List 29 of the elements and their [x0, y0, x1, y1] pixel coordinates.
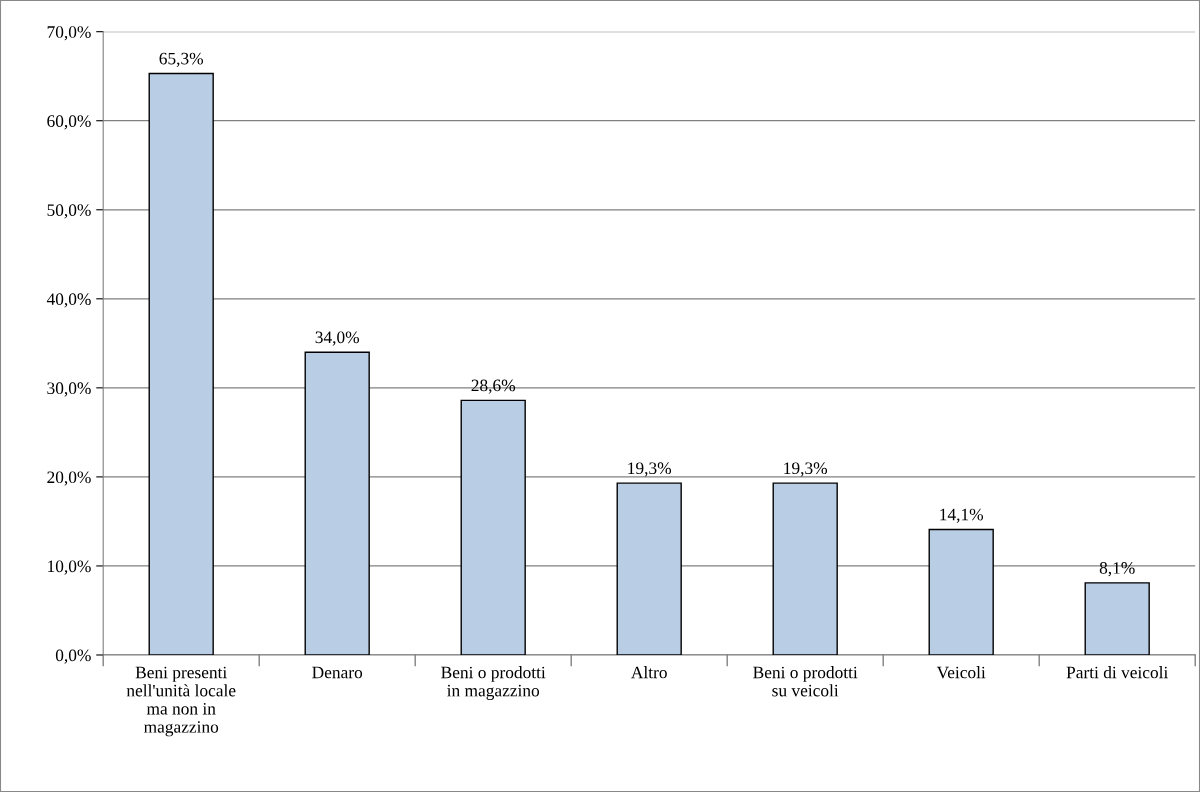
data-label: 8,1% — [1099, 562, 1135, 577]
x-tick-label: Veicoli — [936, 666, 986, 679]
x-tick-label: Denaro — [312, 666, 363, 679]
bar — [148, 72, 214, 655]
y-tick-label: 30,0% — [47, 382, 91, 397]
bar — [460, 399, 526, 655]
bar — [616, 482, 682, 655]
y-tick-label: 0,0% — [55, 649, 91, 664]
x-tick-label: Beni o prodotti in magazzino — [441, 666, 546, 701]
data-label: 28,6% — [471, 379, 516, 394]
data-label: 65,3% — [159, 52, 204, 67]
data-label: 19,3% — [628, 462, 672, 477]
y-tick-label: 70,0% — [47, 26, 91, 41]
y-tick-label: 20,0% — [47, 471, 91, 486]
x-tick-label: Beni presenti nell'unità locale ma non in magazzino — [126, 666, 236, 737]
y-tick-label: 10,0% — [48, 560, 91, 575]
y-tick-label: 50,0% — [47, 204, 91, 219]
y-tick-label: 40,0% — [46, 293, 91, 308]
bar — [1084, 582, 1150, 655]
bar — [772, 482, 838, 655]
x-tick-label: Altro — [631, 666, 667, 679]
data-label: 14,1% — [940, 508, 984, 523]
bar — [928, 528, 994, 655]
bar — [304, 351, 370, 655]
y-tick-label: 60,0% — [47, 115, 91, 130]
data-label: 19,3% — [784, 462, 828, 477]
x-tick-label: Parti di veicoli — [1066, 666, 1168, 679]
data-label: 34,0% — [315, 331, 360, 346]
x-tick-label: Beni o prodotti su veicoli — [753, 666, 858, 697]
